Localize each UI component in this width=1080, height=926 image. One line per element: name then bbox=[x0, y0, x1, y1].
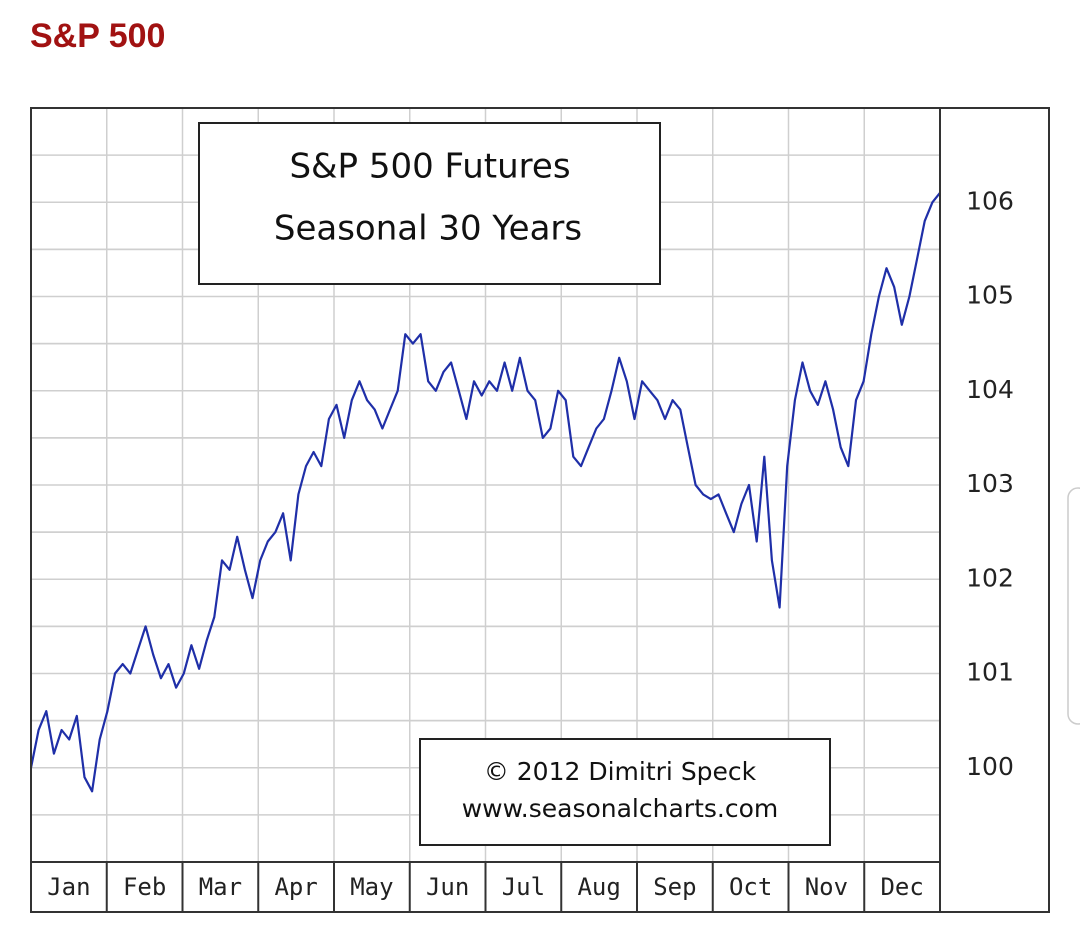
x-tick-label: Mar bbox=[199, 873, 242, 901]
x-tick-label: Oct bbox=[729, 873, 772, 901]
y-tick-label: 103 bbox=[966, 469, 1014, 498]
x-tick-label: Aug bbox=[577, 873, 620, 901]
y-tick-label: 104 bbox=[966, 375, 1014, 404]
x-tick-label: Jan bbox=[47, 873, 90, 901]
x-tick-label: Dec bbox=[880, 873, 923, 901]
y-tick-label: 102 bbox=[966, 563, 1014, 592]
x-tick-label: Sep bbox=[653, 873, 696, 901]
title-box bbox=[198, 122, 661, 285]
x-tick-label: Jul bbox=[502, 873, 545, 901]
x-tick-label: Apr bbox=[274, 873, 317, 901]
y-tick-label: 105 bbox=[966, 281, 1014, 310]
y-tick-label: 101 bbox=[966, 658, 1014, 687]
chart-title: S&P 500 Futures bbox=[289, 147, 570, 187]
chart-frame bbox=[30, 107, 1050, 913]
x-tick-label: Nov bbox=[805, 873, 848, 901]
marks bbox=[29, 192, 941, 793]
data-line bbox=[29, 192, 941, 793]
y-tick-label: 106 bbox=[966, 186, 1014, 215]
chart-subtitle: Seasonal 30 Years bbox=[274, 209, 582, 249]
x-tick-label: Feb bbox=[123, 873, 166, 901]
x-tick-label: May bbox=[350, 873, 393, 901]
y-tick-label: 100 bbox=[966, 752, 1014, 781]
page-title: S&P 500 bbox=[30, 17, 165, 55]
credit-url: www.seasonalcharts.com bbox=[462, 794, 779, 823]
x-tick-label: Jun bbox=[426, 873, 469, 901]
credit-text: © 2012 Dimitri Speck bbox=[484, 757, 757, 786]
scroll-indicator bbox=[1067, 487, 1080, 725]
credit-box bbox=[419, 738, 831, 846]
